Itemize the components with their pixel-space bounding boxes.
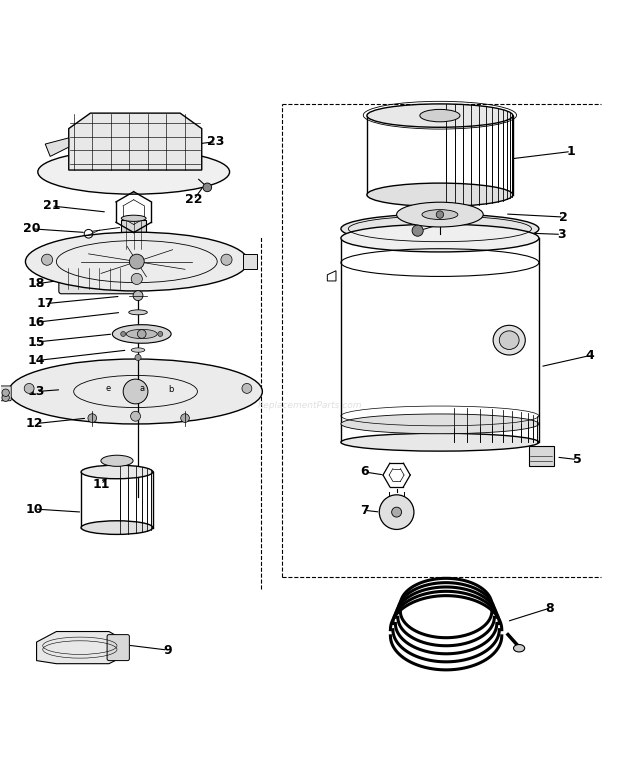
- Text: 21: 21: [43, 200, 60, 212]
- Ellipse shape: [129, 310, 148, 315]
- Text: 2: 2: [559, 211, 568, 224]
- Ellipse shape: [131, 348, 145, 352]
- Circle shape: [392, 507, 402, 517]
- Polygon shape: [69, 113, 202, 170]
- Ellipse shape: [420, 110, 460, 122]
- Circle shape: [180, 413, 189, 423]
- Circle shape: [133, 290, 143, 301]
- Circle shape: [221, 254, 232, 265]
- Ellipse shape: [9, 359, 262, 424]
- Text: b: b: [169, 385, 174, 394]
- Circle shape: [2, 394, 9, 402]
- Text: 11: 11: [92, 478, 110, 491]
- Ellipse shape: [101, 455, 133, 467]
- Text: 23: 23: [207, 135, 224, 148]
- Text: 19: 19: [28, 254, 45, 267]
- Text: 6: 6: [360, 465, 369, 478]
- Circle shape: [130, 254, 144, 269]
- Text: 16: 16: [28, 316, 45, 329]
- Bar: [122, 219, 146, 249]
- Text: 1: 1: [567, 145, 575, 158]
- Ellipse shape: [397, 202, 483, 227]
- Text: 4: 4: [585, 349, 594, 362]
- Ellipse shape: [499, 331, 519, 349]
- Circle shape: [88, 413, 97, 423]
- Ellipse shape: [422, 210, 458, 219]
- Text: 20: 20: [23, 222, 40, 236]
- Circle shape: [131, 273, 143, 284]
- Circle shape: [2, 389, 9, 396]
- Polygon shape: [243, 254, 257, 269]
- Bar: [108, 459, 126, 468]
- Text: 13: 13: [28, 385, 45, 398]
- Text: 9: 9: [164, 644, 172, 657]
- Text: 17: 17: [37, 298, 54, 310]
- Text: 12: 12: [26, 417, 43, 430]
- Bar: [529, 446, 554, 466]
- Circle shape: [42, 254, 53, 265]
- Text: 7: 7: [360, 503, 369, 517]
- Circle shape: [379, 495, 414, 529]
- Ellipse shape: [341, 224, 539, 252]
- Ellipse shape: [367, 104, 513, 128]
- Ellipse shape: [38, 150, 229, 194]
- Circle shape: [158, 331, 163, 337]
- Circle shape: [138, 330, 146, 338]
- Text: 18: 18: [28, 277, 45, 290]
- Text: a: a: [139, 384, 144, 393]
- Text: 10: 10: [26, 503, 43, 515]
- Text: 15: 15: [28, 335, 45, 348]
- Text: e: e: [105, 384, 110, 393]
- Text: 22: 22: [185, 193, 203, 206]
- Circle shape: [203, 183, 211, 192]
- Circle shape: [412, 225, 423, 236]
- Circle shape: [242, 384, 252, 393]
- Ellipse shape: [81, 521, 153, 535]
- Ellipse shape: [367, 183, 513, 207]
- Ellipse shape: [493, 325, 525, 355]
- Circle shape: [123, 379, 148, 404]
- Ellipse shape: [122, 215, 146, 222]
- Text: 8: 8: [546, 601, 554, 615]
- FancyBboxPatch shape: [0, 386, 11, 401]
- Circle shape: [131, 411, 141, 421]
- Ellipse shape: [126, 330, 157, 338]
- Circle shape: [121, 331, 126, 337]
- Ellipse shape: [341, 433, 539, 451]
- Ellipse shape: [513, 644, 525, 652]
- Ellipse shape: [402, 601, 490, 652]
- Ellipse shape: [25, 233, 248, 291]
- Ellipse shape: [81, 465, 153, 478]
- Text: 14: 14: [28, 354, 45, 367]
- Ellipse shape: [341, 414, 539, 434]
- FancyBboxPatch shape: [59, 263, 138, 294]
- Polygon shape: [45, 138, 69, 157]
- Ellipse shape: [341, 214, 539, 244]
- Polygon shape: [37, 632, 128, 664]
- FancyBboxPatch shape: [107, 634, 130, 661]
- Circle shape: [135, 355, 141, 360]
- Circle shape: [436, 211, 444, 218]
- Circle shape: [140, 331, 144, 337]
- Text: 3: 3: [557, 228, 565, 241]
- Text: 5: 5: [573, 453, 582, 466]
- Circle shape: [24, 384, 34, 393]
- Ellipse shape: [112, 325, 171, 343]
- Text: ReplacementParts.com: ReplacementParts.com: [258, 401, 362, 410]
